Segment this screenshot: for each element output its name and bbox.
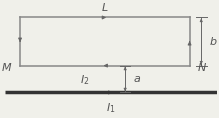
Text: M: M [2, 63, 12, 73]
Text: a: a [134, 74, 141, 84]
Text: N: N [198, 63, 207, 73]
Text: L: L [102, 3, 108, 13]
Text: $I_1$: $I_1$ [106, 101, 116, 115]
Text: $I_2$: $I_2$ [80, 73, 89, 87]
Text: b: b [210, 37, 217, 46]
